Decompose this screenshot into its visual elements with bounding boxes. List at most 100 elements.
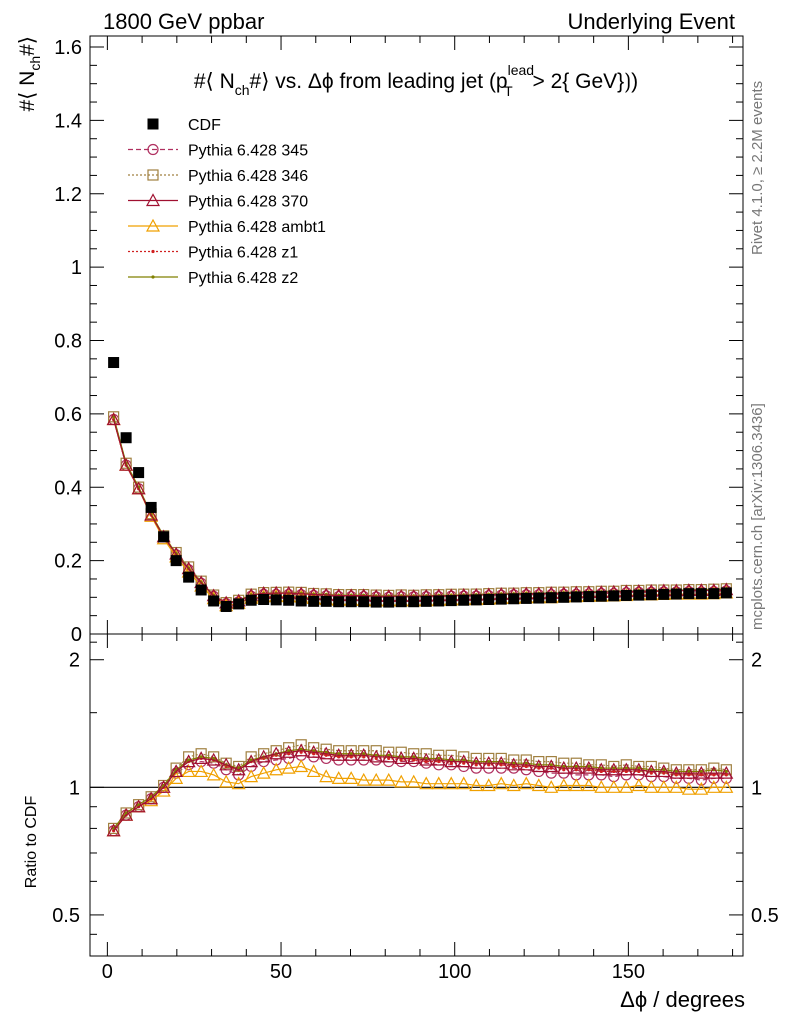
ratio-point (456, 776, 471, 790)
main-ytick-label: 1.6 (54, 37, 82, 59)
main-ytick-label: 0.4 (54, 477, 82, 499)
ratio-point (399, 755, 403, 759)
ratio-ytick-label-left: 0.5 (52, 905, 80, 927)
legend-item: Pythia 6.428 z1 (128, 245, 298, 262)
ratio-point (119, 807, 134, 821)
ratio-point (574, 764, 578, 769)
ratio-point (344, 771, 359, 784)
ratio-point (462, 758, 466, 762)
ratio-point (108, 822, 120, 835)
cdf-data-point (645, 589, 657, 601)
xtick-label: 0 (102, 961, 113, 983)
ratio-point (319, 746, 334, 760)
ratio-point (169, 771, 184, 784)
ratio-point (712, 773, 716, 777)
legend-label: Pythia 6.428 370 (188, 194, 308, 211)
mcplots-label: mcplots.cern.ch [arXiv:1306.3436] (749, 403, 766, 630)
ratio-point (244, 769, 259, 783)
ratio-point (256, 749, 271, 763)
ratio-point (387, 756, 391, 761)
ratio-point (656, 764, 671, 778)
cdf-data-point (270, 594, 282, 606)
ratio-point (662, 768, 666, 772)
main-point (144, 509, 159, 522)
cdf-data-point (133, 467, 145, 479)
ratio-point (524, 761, 528, 765)
ratio-point (231, 776, 246, 790)
ratio-point (624, 769, 628, 774)
ratio-point (169, 764, 184, 778)
ratio-point (181, 754, 196, 768)
ratio-point (356, 772, 371, 786)
ratio-point (306, 744, 321, 758)
cdf-data-point (183, 571, 195, 583)
cdf-data-point (620, 589, 632, 601)
plot-title: #⟨ Nch#⟩ vs. Δϕ from leading jet (plead T… (194, 62, 638, 99)
ratio-point (131, 799, 146, 813)
ratio-point (449, 758, 453, 762)
ratio-point (456, 754, 471, 768)
ratio-point (619, 762, 634, 776)
ratio-point (469, 755, 484, 769)
ratio-point (137, 803, 141, 807)
ratio-point (644, 780, 659, 793)
ratio-ytick-label-left: 1 (69, 777, 80, 799)
legend-marker (147, 169, 159, 181)
ratio-point (362, 752, 366, 756)
legend-label: Pythia 6.428 345 (188, 143, 308, 160)
main-ytick-label: 0 (71, 624, 82, 646)
ratio-ytick-label-right: 0.5 (751, 905, 779, 927)
ratio-point (444, 776, 459, 790)
cdf-data-point (120, 432, 132, 444)
cdf-data-point (708, 588, 720, 600)
cdf-data-point (433, 595, 445, 607)
ratio-point (374, 756, 378, 761)
ratio-point (206, 767, 221, 781)
ratio-point (299, 747, 303, 751)
ratio-point (669, 765, 684, 779)
ratio-point (406, 774, 421, 788)
ratio-point (431, 776, 446, 790)
ratio-point (394, 774, 409, 788)
cdf-data-point (308, 595, 320, 607)
ratio-point (481, 755, 496, 769)
cdf-data-point (395, 596, 407, 608)
ratio-point (387, 753, 391, 757)
ratio-point (719, 780, 734, 793)
cdf-data-point (383, 596, 395, 608)
ratio-point (481, 778, 496, 792)
ratio-point (587, 768, 591, 772)
cdf-data-point (470, 594, 482, 606)
ratio-point (206, 752, 221, 766)
legend-marker (151, 275, 155, 279)
cdf-data-point (683, 588, 695, 600)
cdf-data-point (558, 591, 570, 603)
ratio-point (181, 764, 196, 778)
ratio-point (724, 769, 728, 774)
ratio-point (312, 749, 316, 753)
ratio-point (444, 754, 459, 768)
cdf-data-point (408, 596, 420, 608)
ratio-point (519, 776, 534, 790)
main-ytick-label: 1.2 (54, 184, 82, 206)
ratio-point (524, 764, 528, 769)
legend-item: Pythia 6.428 ambt1 (128, 218, 326, 236)
ratio-point (549, 763, 553, 767)
main-curve-line (113, 419, 727, 607)
ratio-ytick-label-right: 2 (751, 650, 762, 672)
main-curve-line (113, 419, 727, 604)
cdf-data-point (195, 584, 207, 596)
cdf-data-point (458, 594, 470, 606)
ratio-point (599, 766, 603, 770)
ratio-ytick-label-left: 2 (69, 650, 80, 672)
main-point (119, 457, 134, 471)
ratio-point (531, 759, 546, 773)
ratio-point (562, 764, 566, 769)
ratio-point (337, 755, 341, 759)
ratio-point (394, 751, 409, 765)
main-curve-line (113, 416, 727, 604)
ratio-point (656, 780, 671, 793)
ratio-point (331, 748, 346, 761)
ratio-point (599, 769, 603, 774)
cdf-data-point (220, 600, 232, 612)
